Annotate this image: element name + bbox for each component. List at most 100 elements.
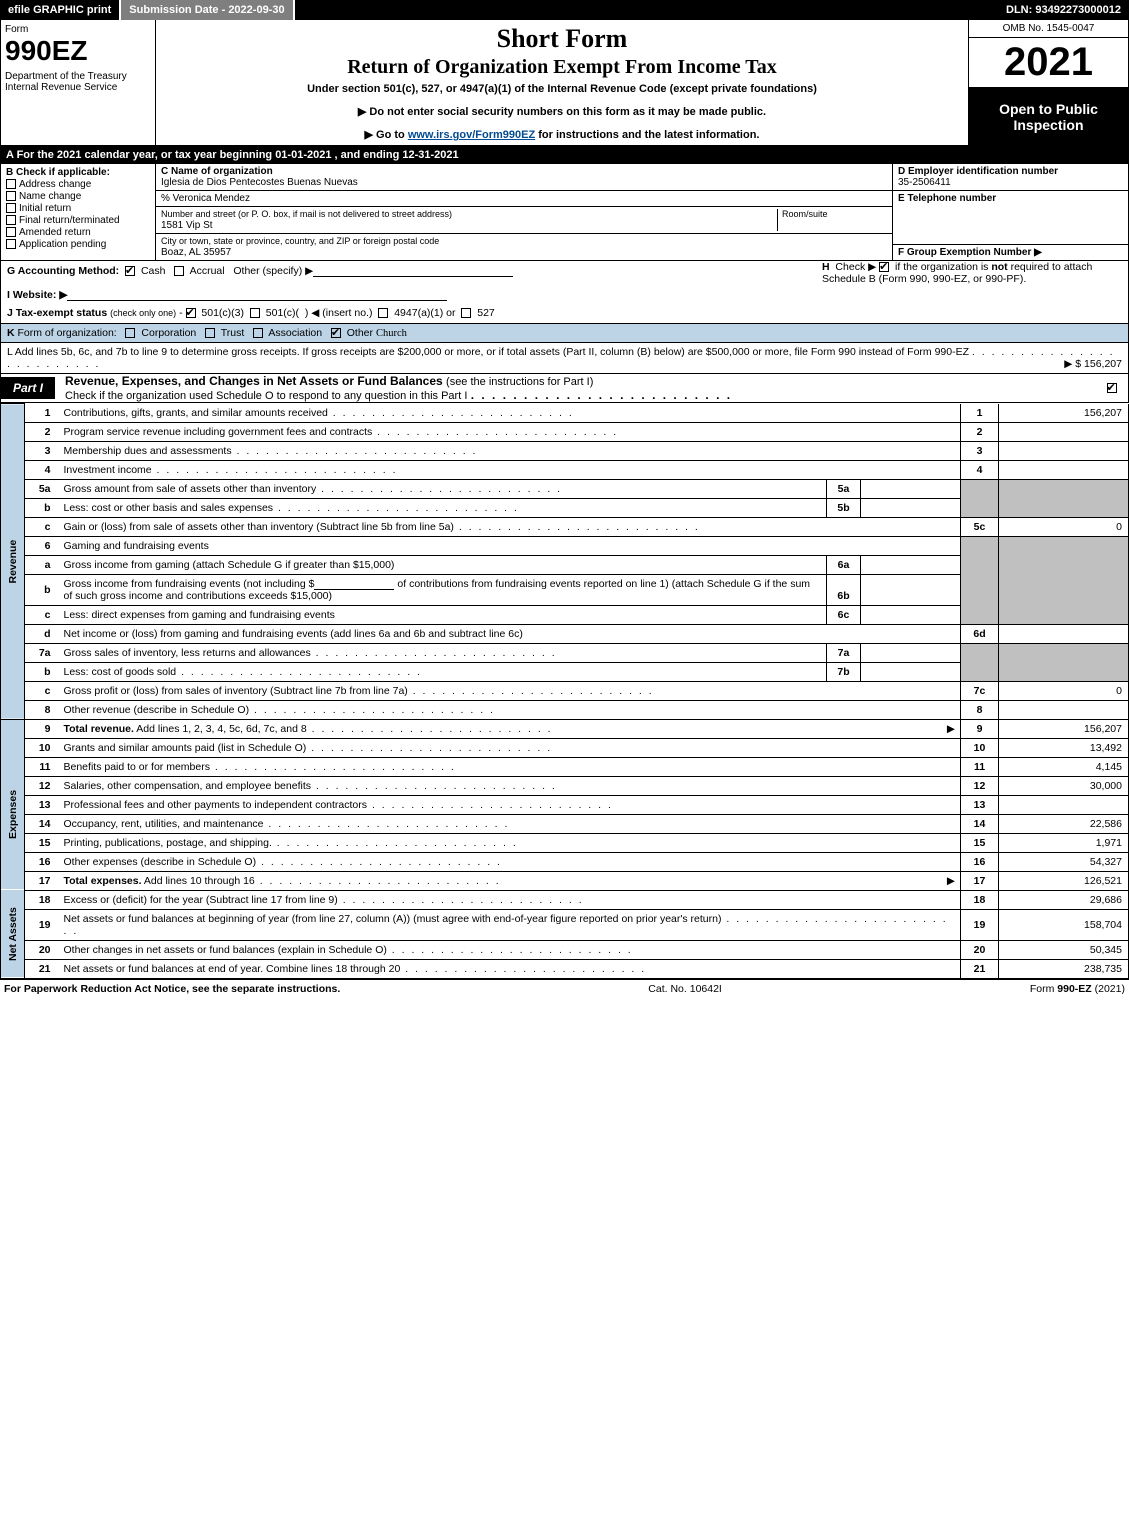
line-5a-mval [861,479,961,498]
opt-name-change[interactable]: Name change [6,191,150,202]
l-amount: ▶ $ 156,207 [1064,358,1122,370]
opt-label: Amended return [19,227,91,238]
opt-initial-return[interactable]: Initial return [6,203,150,214]
line-1-val: 156,207 [999,404,1129,423]
opt-address-change[interactable]: Address change [6,179,150,190]
line-6a-mval [861,555,961,574]
header-left: Form 990EZ Department of the Treasury In… [1,20,156,145]
top-bar: efile GRAPHIC print Submission Date - 20… [0,0,1129,20]
g-accrual-label: Accrual [190,265,225,277]
line-13-no: 13 [25,795,59,814]
line-11-desc: Benefits paid to or for members [59,757,961,776]
line-10-desc: Grants and similar amounts paid (list in… [59,738,961,757]
line-13-desc: Professional fees and other payments to … [59,795,961,814]
part1-header: Part I Revenue, Expenses, and Changes in… [0,374,1129,403]
k-assoc-checkbox[interactable] [253,328,263,338]
line-6d-col: 6d [961,624,999,643]
line-6d-val [999,624,1129,643]
k-other-checkbox[interactable] [331,328,341,338]
line-11-no: 11 [25,757,59,776]
line-19-col: 19 [961,909,999,940]
line-7b-mval [861,662,961,681]
line-6c-mval [861,605,961,624]
line-6-no: 6 [25,536,59,555]
row-l: L Add lines 5b, 6c, and 7b to line 9 to … [0,343,1129,374]
line-5b-mval [861,498,961,517]
line-21-no: 21 [25,959,59,978]
line-5c-val: 0 [999,517,1129,536]
line-12-col: 12 [961,776,999,795]
line-6-desc: Gaming and fundraising events [59,536,961,555]
line-18-desc: Excess or (deficit) for the year (Subtra… [59,890,961,909]
line-15-no: 15 [25,833,59,852]
grey-5 [961,479,999,517]
g-accrual-checkbox[interactable] [174,266,184,276]
city-value: Boaz, AL 35957 [161,247,231,258]
col-b-header: B Check if applicable: [6,167,150,178]
part1-schedule-o-checkbox[interactable] [1107,383,1117,393]
line-18-no: 18 [25,890,59,909]
website-input[interactable] [67,289,447,301]
dept-label: Department of the Treasury Internal Reve… [5,71,151,93]
c-name-label: C Name of organization [161,166,273,177]
line-12-no: 12 [25,776,59,795]
opt-amended-return[interactable]: Amended return [6,227,150,238]
header-right: OMB No. 1545-0047 2021 Open to Public In… [968,20,1128,145]
line-5b-desc: Less: cost or other basis and sales expe… [59,498,827,517]
part1-tab: Part I [1,377,55,399]
line-20-no: 20 [25,940,59,959]
org-name: Iglesia de Dios Pentecostes Buenas Nueva… [161,177,358,188]
g-other-input[interactable] [313,265,513,277]
line-1-desc: Contributions, gifts, grants, and simila… [59,404,961,423]
g-label: G Accounting Method: [7,265,119,277]
grey-5v [999,479,1129,517]
goto-pre: ▶ Go to [365,129,408,141]
grey-6v [999,536,1129,624]
line-4-desc: Investment income [59,460,961,479]
g-cash-checkbox[interactable] [125,266,135,276]
line-8-desc: Other revenue (describe in Schedule O) [59,700,961,719]
grey-7 [961,643,999,681]
street-value: 1581 Vip St [161,220,213,231]
col-c: C Name of organization Iglesia de Dios P… [156,164,893,260]
line-12-val: 30,000 [999,776,1129,795]
line-7a-mval [861,643,961,662]
j-501c3-checkbox[interactable] [186,308,196,318]
line-6a-mini: 6a [827,555,861,574]
line-6b-no: b [25,574,59,605]
6b-amount-input[interactable] [314,578,394,590]
k-trust-checkbox[interactable] [205,328,215,338]
j-501c-checkbox[interactable] [250,308,260,318]
part1-title: Revenue, Expenses, and Changes in Net As… [55,374,1098,402]
k-corp-checkbox[interactable] [125,328,135,338]
line-19-desc: Net assets or fund balances at beginning… [59,909,961,940]
page-footer: For Paperwork Reduction Act Notice, see … [0,979,1129,998]
line-3-desc: Membership dues and assessments [59,441,961,460]
line-19-no: 19 [25,909,59,940]
irs-link[interactable]: www.irs.gov/Form990EZ [408,129,535,141]
col-b: B Check if applicable: Address change Na… [1,164,156,260]
grey-6 [961,536,999,624]
j-527-checkbox[interactable] [461,308,471,318]
line-19-val: 158,704 [999,909,1129,940]
efile-print-label[interactable]: efile GRAPHIC print [0,0,121,20]
line-12-desc: Salaries, other compensation, and employ… [59,776,961,795]
line-8-col: 8 [961,700,999,719]
side-expenses: Expenses [1,738,25,890]
line-17-no: 17 [25,871,59,890]
opt-application-pending[interactable]: Application pending [6,239,150,250]
line-14-desc: Occupancy, rent, utilities, and maintena… [59,814,961,833]
line-15-desc: Printing, publications, postage, and shi… [59,833,961,852]
rows-ghij: H Check ▶ if the organization is not req… [0,261,1129,324]
line-3-val [999,441,1129,460]
line-7b-desc: Less: cost of goods sold [59,662,827,681]
street-label: Number and street (or P. O. box, if mail… [161,209,452,219]
line-16-val: 54,327 [999,852,1129,871]
opt-final-return[interactable]: Final return/terminated [6,215,150,226]
side-revenue: Revenue [1,404,25,720]
opt-label: Final return/terminated [19,215,120,226]
j-4947-checkbox[interactable] [378,308,388,318]
h-checkbox[interactable] [879,262,889,272]
line-6d-desc: Net income or (loss) from gaming and fun… [59,624,961,643]
dln-label: DLN: 93492273000012 [998,0,1129,20]
